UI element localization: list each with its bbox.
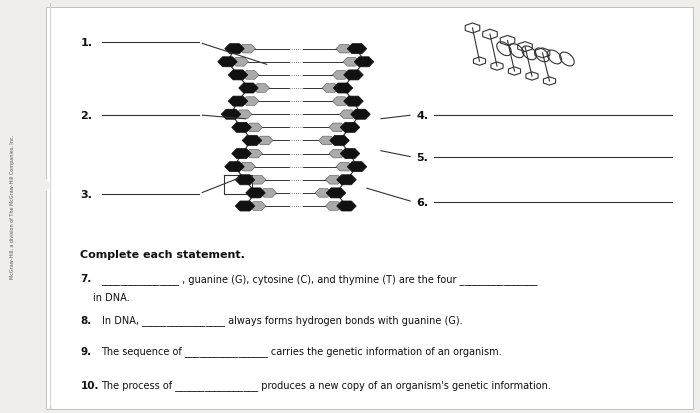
Text: 8.: 8. [80,315,92,325]
Text: McGraw-Hill, a division of The McGraw-Hill Companies, Inc.: McGraw-Hill, a division of The McGraw-Hi… [10,135,15,278]
Text: 1.: 1. [80,38,92,48]
Text: ________________ , guanine (G), cytosine (C), and thymine (T) are the four _____: ________________ , guanine (G), cytosine… [102,273,538,284]
Text: In DNA, _________________ always forms hydrogen bonds with guanine (G).: In DNA, _________________ always forms h… [102,315,462,325]
Text: 2.: 2. [80,111,92,121]
FancyBboxPatch shape [46,8,693,409]
Text: 7.: 7. [80,274,92,284]
Text: 4.: 4. [416,111,428,121]
Text: in DNA.: in DNA. [93,292,130,302]
Text: 10.: 10. [80,380,99,390]
Text: 3.: 3. [80,189,92,199]
Text: 5.: 5. [416,153,428,163]
Text: Complete each statement.: Complete each statement. [80,249,246,259]
Text: 6.: 6. [416,197,428,207]
Text: 9.: 9. [80,346,92,356]
Text: The process of _________________ produces a new copy of an organism's genetic in: The process of _________________ produce… [102,380,552,390]
Circle shape [18,177,49,195]
Text: The sequence of _________________ carries the genetic information of an organism: The sequence of _________________ carrie… [102,346,502,356]
